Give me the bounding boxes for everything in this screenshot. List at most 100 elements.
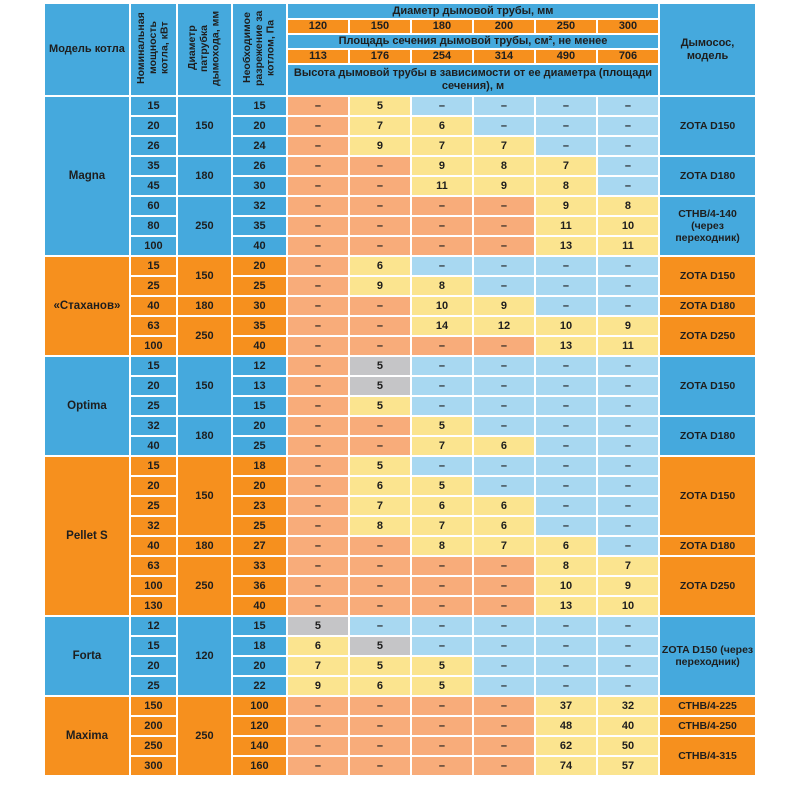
pipe-diameter-cell: 250 (177, 317, 231, 355)
model-cell: Magna (44, 97, 129, 255)
vacuum-cell: 40 (232, 597, 286, 615)
height-value-cell: – (411, 717, 472, 735)
height-value-cell: – (411, 197, 472, 215)
height-value-cell: 8 (473, 157, 534, 175)
height-value-cell: 40 (597, 717, 659, 735)
fan-model-cell: ZOTA D150 (660, 457, 756, 535)
height-value-cell: 57 (597, 757, 659, 775)
power-cell: 63 (130, 557, 176, 575)
height-value-cell: 5 (349, 377, 410, 395)
table-row: 20 20 7 5 5– – – (45, 657, 755, 675)
header-section-area-title: Площадь сечения дымовой трубы, см², не м… (287, 35, 659, 48)
power-cell: 100 (130, 577, 176, 595)
power-cell: 15 (130, 357, 176, 375)
fan-model-cell: ZOTA D180 (660, 157, 756, 195)
height-value-cell: – (349, 617, 410, 635)
height-value-cell: – (473, 597, 534, 615)
height-value-cell: – (287, 397, 348, 415)
height-value-cell: 7 (411, 517, 472, 535)
power-cell: 25 (130, 497, 176, 515)
height-value-cell: – (287, 537, 348, 555)
height-value-cell: – (473, 717, 534, 735)
height-value-cell: – (597, 497, 659, 515)
table-row: 80 35– – – –11 10 (45, 217, 755, 235)
height-value-cell: – (597, 177, 659, 195)
height-value-cell: – (597, 357, 659, 375)
fan-model-cell: ZOTA D180 (660, 417, 756, 455)
height-value-cell: – (287, 557, 348, 575)
pipe-diameter-cell: 180 (177, 157, 231, 195)
height-value-cell: 7 (411, 437, 472, 455)
height-value-cell: – (287, 217, 348, 235)
height-value-cell: – (349, 177, 410, 195)
table-row: 100 40– – – –13 11 (45, 337, 755, 355)
height-value-cell: 11 (597, 237, 659, 255)
table-row: «Стаханов» 15 150 20–6– – – – ZOTA D150 (44, 257, 756, 355)
height-value-cell: 5 (349, 657, 410, 675)
height-value-cell: – (473, 657, 534, 675)
height-value-cell: – (535, 457, 596, 475)
vacuum-cell: 40 (232, 337, 286, 355)
height-value-cell: – (287, 377, 348, 395)
vacuum-cell: 23 (232, 497, 286, 515)
height-value-cell: 11 (411, 177, 472, 195)
power-cell: 150 (130, 697, 176, 715)
vacuum-cell: 25 (232, 437, 286, 455)
table-row: 100 40– – – –13 11 (45, 237, 755, 255)
height-value-cell: – (597, 277, 659, 295)
height-value-cell: – (411, 397, 472, 415)
height-value-cell: – (535, 517, 596, 535)
fan-model-cell: ZOTA D150 (через переходник) (660, 617, 756, 695)
height-value-cell: 9 (473, 177, 534, 195)
power-cell: 20 (130, 377, 176, 395)
height-value-cell: 5 (411, 417, 472, 435)
power-cell: 63 (130, 317, 176, 335)
power-cell: 80 (130, 217, 176, 235)
area-value: 490 (535, 50, 596, 63)
power-cell: 60 (130, 197, 176, 215)
height-value-cell: – (535, 97, 596, 115)
height-value-cell: 6 (473, 437, 534, 455)
height-value-cell: – (287, 717, 348, 735)
area-value: 314 (473, 50, 534, 63)
height-value-cell: 11 (535, 217, 596, 235)
vacuum-cell: 18 (232, 457, 286, 475)
power-cell: 25 (130, 677, 176, 695)
power-cell: 100 (130, 237, 176, 255)
table-row: 20 20–7 6– – – (45, 117, 755, 135)
height-value-cell: – (597, 437, 659, 455)
height-value-cell: – (473, 617, 534, 635)
height-value-cell: 6 (535, 537, 596, 555)
power-cell: 15 (130, 257, 176, 275)
pipe-diameter-cell: 180 (177, 537, 231, 555)
pipe-diameter-cell: 150 (177, 357, 231, 415)
height-value-cell: – (287, 297, 348, 315)
vacuum-cell: 18 (232, 637, 286, 655)
height-value-cell: 9 (411, 157, 472, 175)
power-cell: 45 (130, 177, 176, 195)
height-value-cell: – (597, 157, 659, 175)
height-value-cell: – (535, 437, 596, 455)
height-value-cell: – (535, 297, 596, 315)
height-value-cell: – (287, 497, 348, 515)
height-value-cell: – (411, 257, 472, 275)
height-value-cell: – (597, 117, 659, 135)
height-value-cell: – (597, 257, 659, 275)
height-value-cell: 6 (287, 637, 348, 655)
height-value-cell: 7 (473, 137, 534, 155)
power-cell: 300 (130, 757, 176, 775)
vacuum-cell: 13 (232, 377, 286, 395)
power-cell: 20 (130, 117, 176, 135)
model-cell: «Стаханов» (44, 257, 129, 355)
height-value-cell: – (287, 477, 348, 495)
vacuum-cell: 25 (232, 517, 286, 535)
pipe-diameter-cell: 250 (177, 557, 231, 615)
height-value-cell: 10 (411, 297, 472, 315)
height-value-cell: – (287, 437, 348, 455)
height-value-cell: 7 (473, 537, 534, 555)
height-value-cell: – (287, 177, 348, 195)
height-value-cell: 5 (349, 457, 410, 475)
height-value-cell: 7 (349, 497, 410, 515)
height-value-cell: – (535, 257, 596, 275)
chimney-selection-table: Модель котла Номинальная мощность котла,… (43, 2, 757, 777)
